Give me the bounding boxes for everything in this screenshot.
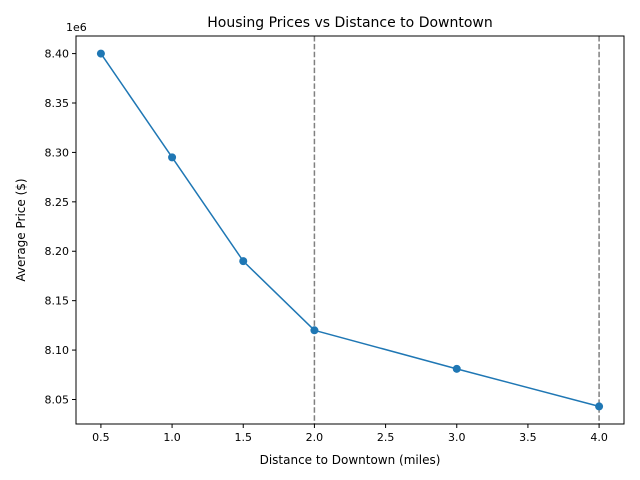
- data-point: [595, 402, 604, 411]
- x-tick-label: 1.5: [234, 431, 252, 444]
- x-tick-label: 2.5: [377, 431, 395, 444]
- chart-title: Housing Prices vs Distance to Downtown: [207, 15, 493, 31]
- plot-frame: [75, 35, 625, 425]
- y-tick-label: 8.20: [45, 245, 70, 258]
- y-tick-label: 8.10: [45, 344, 70, 357]
- y-tick-label: 8.05: [45, 393, 70, 406]
- y-tick-label: 8.25: [45, 196, 70, 209]
- x-tick-label: 3.0: [448, 431, 466, 444]
- y-tick-label: 8.40: [45, 48, 70, 61]
- series-line: [100, 53, 600, 408]
- data-point: [168, 153, 177, 162]
- data-point: [239, 257, 248, 266]
- x-tick-label: 3.5: [519, 431, 537, 444]
- y-tick-label: 8.15: [45, 295, 70, 308]
- x-tick-label: 2.0: [306, 431, 324, 444]
- y-tick-label: 8.30: [45, 146, 70, 159]
- y-offset-label: 1e6: [66, 21, 87, 34]
- x-axis-title: Distance to Downtown (miles): [260, 453, 441, 467]
- x-tick-label: 0.5: [92, 431, 110, 444]
- data-point: [310, 326, 319, 335]
- y-axis-title: Average Price ($): [14, 178, 28, 281]
- y-tick-label: 8.35: [45, 97, 70, 110]
- data-point: [96, 49, 105, 58]
- x-tick-label: 1.0: [163, 431, 181, 444]
- x-tick-label: 4.0: [590, 431, 608, 444]
- data-point: [452, 364, 461, 373]
